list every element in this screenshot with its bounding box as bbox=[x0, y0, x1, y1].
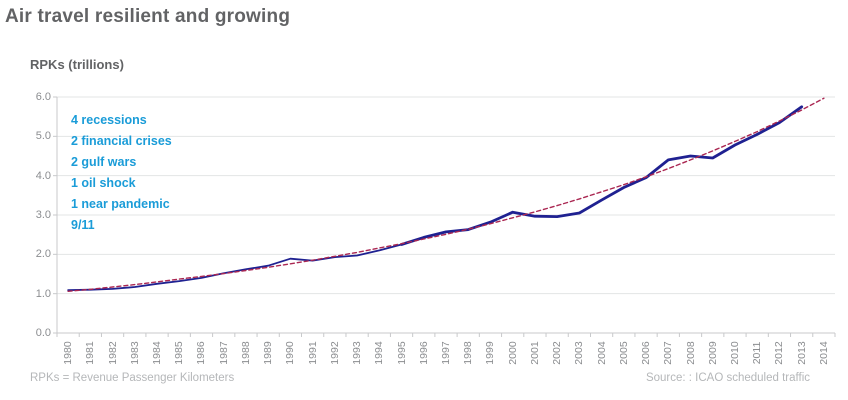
y-tick-label: 3.0 bbox=[35, 209, 51, 221]
x-tick-label: 1989 bbox=[262, 341, 275, 365]
x-tick-label: 1998 bbox=[462, 341, 475, 365]
y-tick-label: 2.0 bbox=[35, 248, 51, 261]
actual-line-early bbox=[67, 243, 403, 292]
x-tick-label: 1981 bbox=[84, 341, 97, 365]
x-tick-label: 1993 bbox=[351, 341, 364, 365]
x-tick-label: 1990 bbox=[284, 341, 297, 365]
annotation-list: 4 recessions 2 financial crises 2 gulf war… bbox=[71, 110, 172, 236]
x-tick-label: 1980 bbox=[62, 341, 75, 365]
y-tick-label: 4.0 bbox=[35, 169, 51, 182]
footnote-definition: RPKs = Revenue Passenger Kilometers bbox=[30, 372, 235, 384]
x-tick-label: 2006 bbox=[640, 341, 653, 365]
x-tick-label: 2004 bbox=[595, 341, 608, 365]
x-tick-label: 1996 bbox=[417, 341, 430, 365]
y-tick-label: 6.0 bbox=[35, 91, 51, 103]
footnote-source: Source: : ICAO scheduled traffic bbox=[645, 372, 810, 384]
annotation-item: 1 oil shock bbox=[71, 176, 136, 190]
x-tick-label: 2010 bbox=[728, 341, 741, 365]
y-tick-label: 1.0 bbox=[35, 287, 51, 300]
x-tick-label: 1984 bbox=[151, 341, 164, 365]
annotation-item: 1 near pandemic bbox=[71, 197, 170, 211]
annotation-item: 9/11 bbox=[71, 218, 95, 232]
x-tick-label: 2007 bbox=[662, 341, 675, 365]
x-tick-label: 1997 bbox=[440, 341, 452, 365]
page-title: Air travel resilient and growing bbox=[5, 6, 291, 27]
x-tick-label: 2011 bbox=[751, 341, 764, 365]
x-tick-label: 2001 bbox=[528, 341, 541, 365]
annotation-item: 4 recessions bbox=[71, 113, 147, 127]
actual-line-late bbox=[400, 105, 804, 246]
x-tick-label: 1986 bbox=[195, 341, 208, 365]
x-tick-label: 1994 bbox=[373, 341, 386, 365]
x-tick-label: 2014 bbox=[817, 341, 830, 365]
x-tick-label: 2002 bbox=[551, 341, 564, 365]
x-tick-label: 1988 bbox=[239, 341, 252, 365]
y-axis-title: RPKs (trillions) bbox=[30, 57, 124, 72]
x-tick-label: 2000 bbox=[506, 341, 519, 365]
y-tick-label: 0.0 bbox=[35, 327, 51, 339]
x-tick-label: 1991 bbox=[306, 341, 319, 365]
x-tick-label: 1992 bbox=[328, 341, 341, 365]
x-tick-label: 1987 bbox=[217, 341, 230, 365]
x-tick-label: 2009 bbox=[706, 341, 719, 365]
annotation-item: 2 gulf wars bbox=[71, 155, 137, 169]
x-tick-label: 1999 bbox=[484, 341, 497, 365]
annotation-item: 2 financial crises bbox=[71, 134, 172, 148]
x-tick-label: 2005 bbox=[617, 341, 630, 365]
x-tick-label: 1995 bbox=[395, 341, 408, 365]
x-tick-label: 1985 bbox=[173, 341, 186, 365]
x-tick-label: 2013 bbox=[795, 341, 808, 365]
y-tick-label: 5.0 bbox=[35, 130, 51, 143]
x-tick-label: 1982 bbox=[106, 341, 119, 365]
x-tick-label: 2008 bbox=[684, 341, 697, 365]
x-tick-label: 2003 bbox=[573, 341, 586, 365]
x-tick-label: 1983 bbox=[128, 341, 141, 365]
x-tick-label: 2012 bbox=[773, 341, 786, 365]
trend-line bbox=[67, 97, 825, 292]
